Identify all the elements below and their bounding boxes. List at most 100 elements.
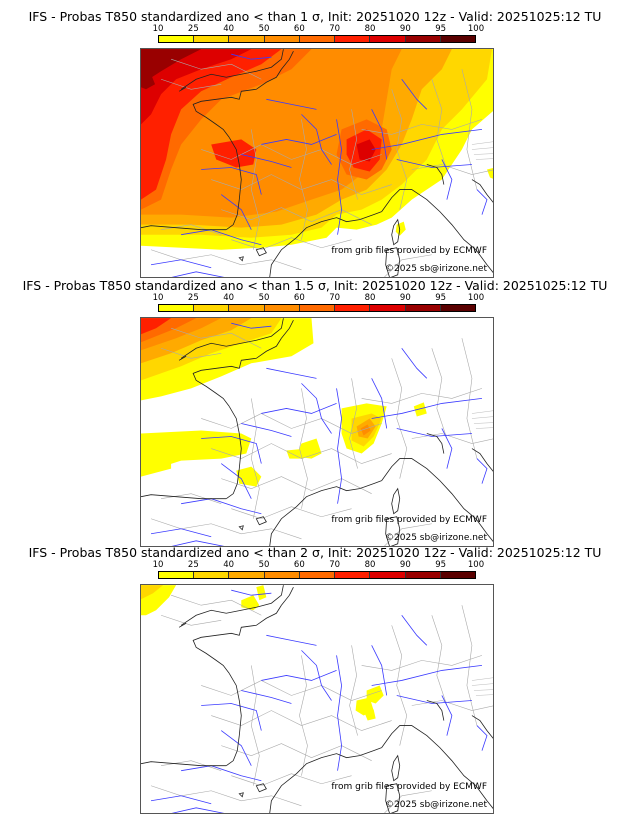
colorbar bbox=[158, 35, 476, 43]
probability-field bbox=[141, 49, 493, 250]
probability-contour bbox=[363, 709, 376, 721]
colorbar-ticks: 10 25 40 50 60 70 80 90 95 100 bbox=[153, 24, 485, 34]
colorbar bbox=[158, 571, 476, 579]
colorbar-tick-label: 70 bbox=[329, 293, 341, 303]
probability-contour bbox=[241, 595, 260, 611]
colorbar-segment bbox=[159, 305, 195, 311]
map-graphic bbox=[141, 318, 493, 546]
colorbar-segment bbox=[194, 572, 230, 578]
probability-contour bbox=[256, 585, 267, 601]
colorbar-tick-label: 80 bbox=[364, 560, 376, 570]
probability-contour bbox=[141, 74, 156, 90]
probability-map: from grib files provided by ECMWF ©2025 … bbox=[140, 317, 494, 547]
colorbar-segment bbox=[299, 305, 336, 311]
colorbar-segment bbox=[194, 305, 230, 311]
probability-contour bbox=[356, 139, 376, 162]
colorbar-tick-label: 90 bbox=[399, 560, 411, 570]
probability-contour bbox=[413, 402, 427, 417]
colorbar-segment bbox=[370, 305, 406, 311]
colorbar-segment bbox=[264, 36, 300, 42]
colorbar bbox=[158, 304, 476, 312]
colorbar-segment bbox=[335, 572, 371, 578]
colorbar-tick-label: 25 bbox=[187, 24, 199, 34]
probability-contour bbox=[395, 221, 406, 236]
colorbar-tick-label: 50 bbox=[258, 24, 270, 34]
colorbar-segment bbox=[405, 572, 441, 578]
credit-source: from grib files provided by ECMWF bbox=[331, 515, 487, 525]
probability-contour bbox=[141, 49, 202, 85]
colorbar-segment bbox=[159, 36, 195, 42]
colorbar-segment bbox=[405, 305, 441, 311]
colorbar-segment bbox=[264, 305, 300, 311]
probability-map: from grib files provided by ECMWF ©2025 … bbox=[140, 584, 494, 814]
colorbar-segment bbox=[229, 36, 265, 42]
probability-contour bbox=[141, 453, 172, 477]
colorbar-tick-label: 90 bbox=[399, 24, 411, 34]
credit-source: from grib files provided by ECMWF bbox=[331, 782, 487, 792]
colorbar-tick-label: 40 bbox=[223, 293, 235, 303]
map-graphic bbox=[141, 49, 493, 277]
colorbar-tick-label: 80 bbox=[364, 293, 376, 303]
colorbar-segment bbox=[440, 36, 475, 42]
colorbar-tick-label: 100 bbox=[467, 24, 485, 34]
colorbar-segment bbox=[299, 36, 336, 42]
credit-copyright: ©2025 sb@irizone.net bbox=[385, 533, 487, 543]
probability-contour bbox=[141, 49, 252, 125]
colorbar-ticks: 10 25 40 50 60 70 80 90 95 100 bbox=[153, 560, 485, 570]
colorbar-tick-label: 70 bbox=[329, 24, 341, 34]
colorbar-tick-label: 100 bbox=[467, 560, 485, 570]
colorbar-segment bbox=[370, 572, 406, 578]
colorbar-tick-label: 25 bbox=[187, 293, 199, 303]
panel-title: IFS - Probas T850 standardized ano < tha… bbox=[22, 278, 608, 293]
probability-contour bbox=[286, 448, 307, 459]
probability-contour bbox=[141, 318, 172, 335]
colorbar-tick-label: 70 bbox=[329, 560, 341, 570]
colorbar-tick-label: 40 bbox=[223, 24, 235, 34]
probability-contour bbox=[236, 466, 262, 487]
colorbar-segment bbox=[405, 36, 441, 42]
colorbar-tick-label: 25 bbox=[187, 560, 199, 570]
probability-field bbox=[141, 318, 427, 487]
colorbar-segment bbox=[335, 305, 371, 311]
credit-source: from grib files provided by ECMWF bbox=[331, 246, 487, 256]
panel-3: IFS - Probas T850 standardized ano < tha… bbox=[0, 545, 630, 815]
colorbar-tick-label: 100 bbox=[467, 293, 485, 303]
colorbar-tick-label: 90 bbox=[399, 293, 411, 303]
panel-2: IFS - Probas T850 standardized ano < tha… bbox=[0, 278, 630, 548]
colorbar-segment bbox=[159, 572, 195, 578]
colorbar-tick-label: 95 bbox=[435, 293, 447, 303]
colorbar-tick-label: 60 bbox=[293, 560, 305, 570]
credit-copyright: ©2025 sb@irizone.net bbox=[385, 264, 487, 274]
colorbar-segment bbox=[229, 572, 265, 578]
colorbar-tick-label: 10 bbox=[152, 24, 164, 34]
credit-copyright: ©2025 sb@irizone.net bbox=[385, 800, 487, 810]
colorbar-tick-label: 10 bbox=[152, 293, 164, 303]
colorbar-segment bbox=[229, 305, 265, 311]
probability-contour bbox=[141, 49, 282, 200]
panel-title: IFS - Probas T850 standardized ano < tha… bbox=[28, 545, 602, 560]
colorbar-segment bbox=[299, 572, 336, 578]
colorbar-tick-label: 60 bbox=[293, 293, 305, 303]
colorbar-tick-label: 40 bbox=[223, 560, 235, 570]
colorbar-segment bbox=[440, 305, 475, 311]
colorbar-tick-label: 95 bbox=[435, 24, 447, 34]
probability-map: from grib files provided by ECMWF ©2025 … bbox=[140, 48, 494, 278]
map-graphic bbox=[141, 585, 493, 813]
colorbar-tick-label: 50 bbox=[258, 293, 270, 303]
probability-field bbox=[141, 585, 384, 721]
colorbar-tick-label: 10 bbox=[152, 560, 164, 570]
colorbar-tick-label: 95 bbox=[435, 560, 447, 570]
colorbar-segment bbox=[370, 36, 406, 42]
colorbar-ticks: 10 25 40 50 60 70 80 90 95 100 bbox=[153, 293, 485, 303]
colorbar-segment bbox=[440, 572, 475, 578]
colorbar-tick-label: 50 bbox=[258, 560, 270, 570]
probability-contour bbox=[366, 685, 384, 704]
panel-1: IFS - Probas T850 standardized ano < tha… bbox=[0, 9, 630, 279]
colorbar-tick-label: 60 bbox=[293, 24, 305, 34]
probability-contour bbox=[360, 424, 371, 436]
probability-contour bbox=[141, 585, 164, 600]
probability-contour bbox=[211, 139, 257, 168]
panel-title: IFS - Probas T850 standardized ano < tha… bbox=[28, 9, 602, 24]
colorbar-tick-label: 80 bbox=[364, 24, 376, 34]
probability-contour bbox=[486, 168, 493, 179]
